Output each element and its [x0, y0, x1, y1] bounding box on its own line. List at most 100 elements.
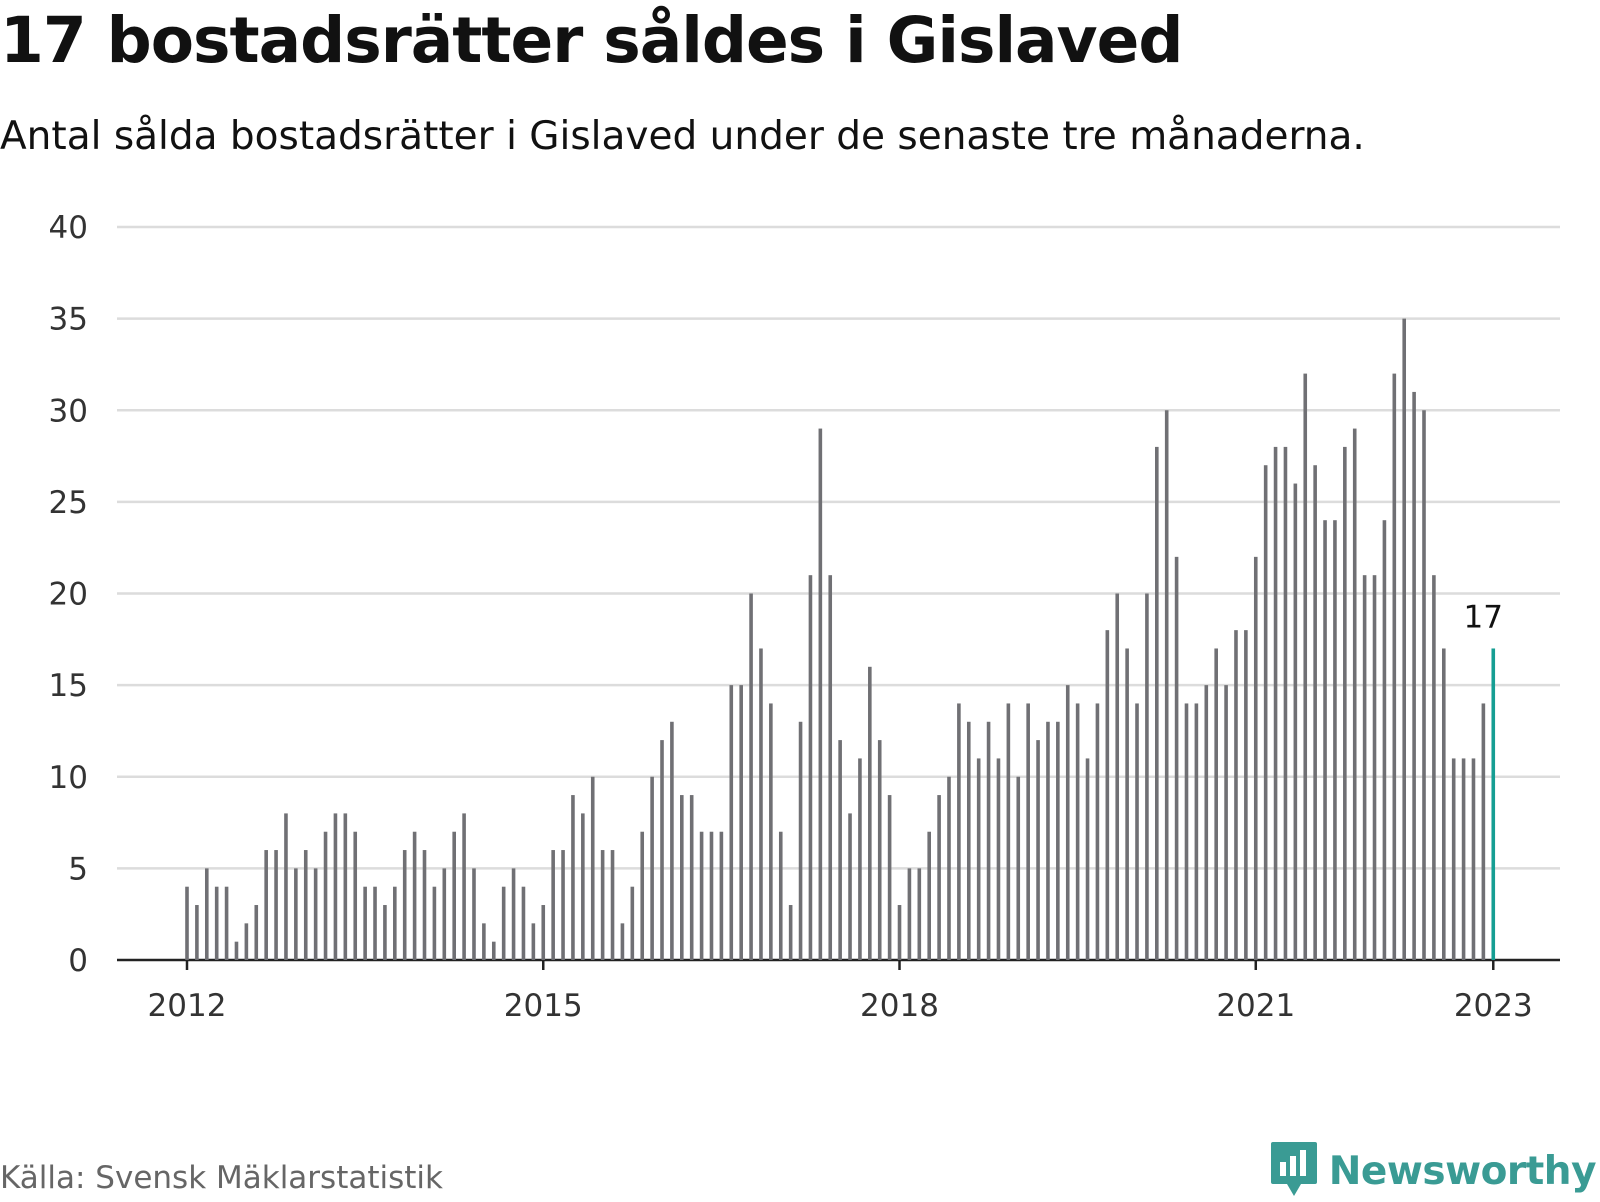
bar — [383, 905, 387, 960]
bar — [511, 868, 516, 960]
bar — [620, 923, 625, 960]
bar — [531, 923, 536, 960]
bar — [363, 886, 367, 960]
bar — [1313, 465, 1317, 960]
bar — [521, 886, 526, 960]
y-tick-label: 0 — [68, 943, 88, 979]
bar — [432, 886, 437, 960]
bar — [1204, 685, 1209, 960]
bar — [204, 868, 209, 960]
bar — [1461, 758, 1466, 960]
bar — [1075, 703, 1080, 960]
y-tick-label: 35 — [49, 302, 88, 338]
gridlines — [117, 225, 1560, 962]
x-tick-label: 2018 — [860, 988, 939, 1024]
bar — [264, 850, 268, 960]
bar — [501, 886, 506, 960]
bar — [294, 868, 298, 960]
bar — [323, 831, 328, 960]
bar — [590, 776, 595, 960]
bar — [749, 593, 753, 960]
highlight-bar — [1491, 648, 1496, 960]
bar — [1372, 575, 1377, 960]
chart-title: 17 bostadsrätter såldes i Gislaved — [0, 4, 1183, 77]
x-tick-label: 2021 — [1216, 988, 1295, 1024]
bar — [343, 813, 348, 960]
y-tick-label: 15 — [49, 668, 88, 704]
bar — [759, 648, 763, 960]
y-tick-label: 5 — [68, 851, 88, 887]
x-tick-label: 2023 — [1454, 988, 1533, 1024]
x-axis-ticks: 2012 2015 2018 2021 2023 — [148, 960, 1533, 1024]
bar — [214, 886, 219, 960]
bar — [848, 813, 852, 960]
bar — [966, 721, 971, 960]
bar — [1026, 703, 1030, 960]
bar-chart: 0 5 10 15 20 25 30 35 40 2012 2015 2018 2021 2023 17 — [49, 210, 1560, 1024]
brand[interactable]: Newsworthy — [1269, 1140, 1597, 1202]
bar — [254, 905, 259, 960]
bar — [877, 740, 882, 960]
bar — [976, 758, 981, 960]
bar — [660, 740, 664, 960]
bar — [1135, 703, 1139, 960]
bar — [1402, 318, 1407, 960]
brand-name: Newsworthy — [1328, 1148, 1597, 1194]
bar — [1263, 465, 1268, 960]
bar — [986, 721, 991, 960]
bar — [996, 758, 1001, 960]
bar — [185, 886, 189, 960]
bar — [1085, 758, 1090, 960]
bar — [1046, 721, 1050, 960]
chart-subtitle: Antal sålda bostadsrätter i Gislaved und… — [0, 114, 1365, 159]
bar — [828, 575, 833, 960]
bar — [947, 776, 951, 960]
bar — [462, 813, 466, 960]
bar — [1323, 520, 1327, 960]
y-tick-label: 10 — [49, 760, 88, 796]
bar — [551, 850, 555, 960]
bar — [650, 776, 654, 960]
bar — [1184, 703, 1189, 960]
bar — [858, 758, 862, 960]
bar — [1382, 520, 1387, 960]
bars — [185, 318, 1496, 961]
bar — [313, 868, 318, 960]
source-note: Källa: Svensk Mäklarstatistik — [0, 1160, 443, 1196]
bar — [244, 923, 249, 960]
bar — [1065, 685, 1070, 960]
bar — [699, 831, 704, 960]
bar — [1095, 703, 1100, 960]
bar — [422, 850, 427, 960]
bar — [937, 795, 941, 960]
bar — [1164, 410, 1169, 960]
y-tick-label: 25 — [49, 485, 88, 521]
bar — [818, 428, 823, 960]
bar — [600, 850, 605, 960]
bar — [1036, 740, 1040, 960]
bar — [1362, 575, 1367, 960]
bar — [1303, 373, 1308, 961]
highlight-value-label: 17 — [1464, 599, 1503, 635]
bar — [917, 868, 922, 960]
bar — [788, 905, 793, 960]
bar — [957, 703, 961, 960]
y-tick-label: 20 — [49, 577, 88, 613]
bar — [541, 905, 546, 960]
bar — [1224, 685, 1228, 960]
bar — [709, 831, 714, 960]
bar — [1155, 446, 1159, 960]
bar — [887, 795, 892, 960]
bar — [808, 575, 813, 960]
bar — [1125, 648, 1129, 960]
bar — [630, 886, 635, 960]
bar — [1253, 556, 1258, 960]
bar — [1214, 648, 1218, 960]
bar — [1293, 483, 1298, 960]
bar — [868, 666, 872, 960]
bar — [1481, 703, 1486, 960]
bar — [1432, 575, 1436, 960]
bar — [303, 850, 308, 960]
bar — [729, 685, 734, 960]
bar — [393, 886, 397, 960]
